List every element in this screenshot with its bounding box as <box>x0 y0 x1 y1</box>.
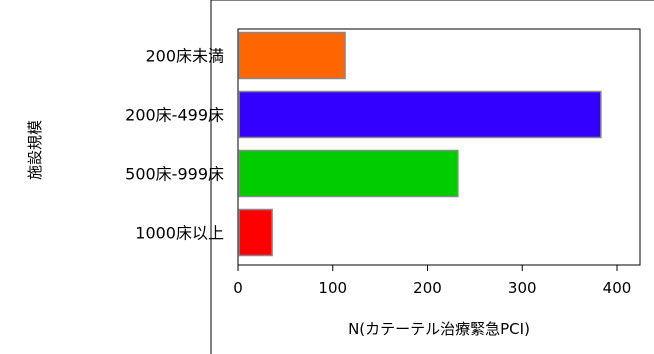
x-tick-label-2: 100 <box>318 279 347 297</box>
x-axis-label: N(カテーテル治療緊急PCI) <box>348 320 530 338</box>
category-label-4: 1000床以上 <box>135 224 224 243</box>
bars-group <box>238 31 602 257</box>
bar-1 <box>238 31 346 80</box>
category-label-3: 500床-999床 <box>125 165 224 184</box>
category-label-1: 200床未満 <box>145 47 224 66</box>
x-tick-label-5: 400 <box>603 279 632 297</box>
figure-frame <box>210 0 654 354</box>
x-tick-label-3: 200 <box>413 279 442 297</box>
x-tick-label-1: 0 <box>233 279 243 297</box>
category-labels: 200床未満 200床-499床 500床-999床 1000床以上 <box>125 47 224 243</box>
x-axis-ticks: 0 100 200 300 400 <box>233 265 631 297</box>
x-tick-label-4: 300 <box>508 279 537 297</box>
category-label-2: 200床-499床 <box>125 106 224 125</box>
bar-2 <box>238 90 602 139</box>
bar-4 <box>238 208 273 257</box>
plot-area <box>237 28 641 266</box>
y-axis-label: 施設規模 <box>26 120 44 180</box>
bar-3 <box>238 149 459 198</box>
